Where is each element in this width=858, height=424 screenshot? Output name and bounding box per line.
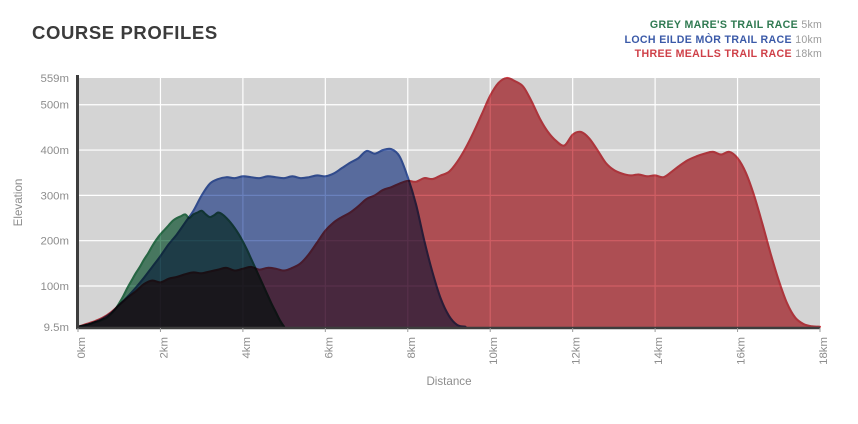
series-line [76,76,822,328]
series-area [78,77,820,327]
x-axis-tick-label: 6km [323,337,335,359]
series-three-mealls [76,76,822,328]
axis-lines [76,75,820,330]
legend-label-loch-eilde-mor: LOCH EILDE MÒR TRAIL RACE [624,33,792,46]
y-axis-tick-label: 100m [41,281,70,293]
chart-legend: GREY MARE'S TRAIL RACE 5km LOCH EILDE MÒ… [625,18,822,62]
y-axis-title: Elevation [12,179,25,227]
legend-distance-grey-mares: 5km [801,19,822,31]
x-axis-tick-label: 16km [736,337,748,365]
x-axis-ticks: 0km 2km 4km 6km 8km 10km 12km 14km 16km 18km [76,328,830,365]
axis-titles: Elevation Distance [12,179,472,388]
y-axis-tick-label: 9.5m [44,322,69,334]
y-axis-tick-label: 500m [41,100,70,112]
page-title: COURSE PROFILES [32,22,218,43]
series-line [76,147,467,328]
x-axis-tick-label: 10km [488,337,500,365]
x-axis-tick-label: 2km [158,337,170,359]
x-axis-title: Distance [426,375,471,388]
legend-label-grey-mares: GREY MARE'S TRAIL RACE [649,19,799,31]
legend-item-loch-eilde-mor: LOCH EILDE MÒR TRAIL RACE 10km [625,33,822,48]
x-axis-tick-label: 0km [76,337,88,359]
x-axis-tick-label: 14km [653,337,665,365]
legend-distance-three-mealls: 18km [795,48,822,61]
legend-label-three-mealls: THREE MEALLS TRAIL RACE [634,48,792,61]
legend-item-three-mealls: THREE MEALLS TRAIL RACE 18km [625,47,822,62]
x-axis-tick-label: 12km [571,337,583,365]
y-axis-ticks: 9.5m 100m 200m 300m 400m 500m 559m [41,73,70,334]
y-axis-tick-label: 559m [41,73,70,85]
legend-distance-loch-eilde-mor: 10km [795,33,822,46]
y-axis-tick-label: 200m [41,236,70,248]
x-axis-tick-label: 18km [818,337,830,365]
legend-item-grey-mares: GREY MARE'S TRAIL RACE 5km [625,18,822,33]
y-axis-tick-label: 300m [41,190,70,202]
x-axis-tick-label: 8km [406,337,418,359]
series-areas [76,76,822,328]
y-axis-tick-label: 400m [41,145,70,157]
x-axis-tick-label: 4km [241,337,253,359]
